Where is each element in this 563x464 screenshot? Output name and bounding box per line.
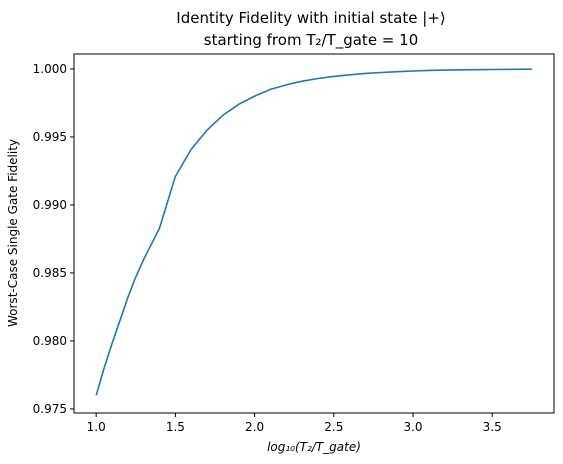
y-tick-label: 1.000 (33, 62, 67, 76)
series-line (95, 68, 532, 396)
plot-area (73, 53, 555, 414)
y-tick-label: 0.980 (33, 334, 67, 348)
chart-title-line-2: starting from T₂/T_gate = 10 (204, 31, 418, 50)
x-tick-label: 1.5 (166, 420, 185, 434)
y-tick-label: 0.990 (33, 198, 67, 212)
x-tick-label: 3.0 (403, 420, 422, 434)
y-tick-label: 0.985 (33, 266, 67, 280)
y-axis-label: Worst-Case Single Gate Fidelity (6, 139, 20, 327)
x-tick-label: 3.5 (483, 420, 502, 434)
x-tick-label: 1.0 (87, 420, 106, 434)
y-tick-label: 0.975 (33, 402, 67, 416)
x-tick-label: 2.5 (324, 420, 343, 434)
chart-title-line-1: Identity Fidelity with initial state |+⟩ (176, 9, 445, 27)
y-tick-label: 0.995 (33, 130, 67, 144)
y-axis-ticks: 0.975 0.980 0.985 0.990 0.995 1.000 (33, 62, 74, 416)
x-axis-ticks: 1.0 1.5 2.0 2.5 3.0 3.5 (87, 413, 502, 434)
x-tick-label: 2.0 (245, 420, 264, 434)
x-axis-label: log₁₀(T₂/T_gate) (267, 440, 361, 454)
